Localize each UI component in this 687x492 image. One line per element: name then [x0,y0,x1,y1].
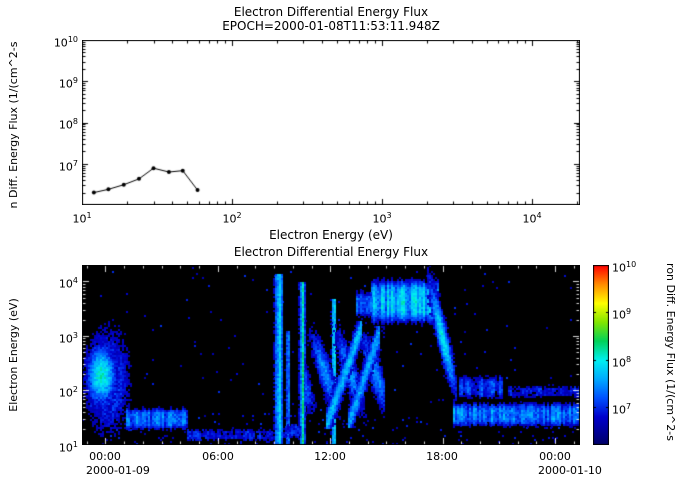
tick-base: 10 [222,212,237,226]
colorbar-tick-1e8: 108 [612,352,652,372]
tick-exp: 2 [236,211,242,220]
tick-base: 10 [58,332,73,346]
tick-base: 10 [58,118,73,132]
bottom-xtick-1200: 12:00 [314,450,346,463]
bottom-y-axis-label: Electron Energy (eV) [7,298,20,412]
tick-exp: 8 [626,355,632,364]
tick-base: 10 [58,386,73,400]
top-plot-canvas [82,40,580,205]
tick-base: 10 [58,77,73,91]
tick-base: 10 [58,441,73,455]
tick-base: 10 [522,212,537,226]
tick-exp: 2 [72,385,78,394]
colorbar-tick-1e10: 1010 [612,257,652,277]
date-label-right: 2000-01-10 [538,464,602,477]
bottom-ytick-1e3: 103 [36,328,78,348]
tick-exp: 3 [386,211,392,220]
colorbar-canvas [593,265,609,445]
top-xtick-1e4: 104 [512,208,552,228]
tick-exp: 1 [86,211,92,220]
bottom-ytick-1e4: 104 [36,273,78,293]
top-x-axis-label: Electron Energy (eV) [269,228,393,242]
colorbar-tick-1e9: 109 [612,304,652,324]
top-ytick-1e10: 1010 [36,32,78,52]
tick-exp: 10 [67,35,78,44]
top-y-axis-label: n Diff. Energy Flux (1/(cm^2-s [7,41,20,209]
tick-base: 10 [372,212,387,226]
colorbar-tick-1e7: 107 [612,399,652,419]
tick-base: 10 [612,356,626,370]
top-chart-subtitle: EPOCH=2000-01-08T11:53:11.948Z [222,19,440,33]
tick-base: 10 [612,261,626,275]
top-xtick-1e2: 102 [212,208,252,228]
top-ytick-1e9: 109 [36,73,78,93]
spectrogram-canvas [82,265,580,445]
bottom-xtick-1800: 18:00 [426,450,458,463]
bottom-xtick-0000b: 00:00 [539,450,571,463]
bottom-chart-title: Electron Differential Energy Flux [233,245,429,259]
date-label-left: 2000-01-09 [86,464,150,477]
tick-exp: 8 [72,117,78,126]
top-chart-title: Electron Differential Energy Flux [233,5,429,19]
bottom-ytick-1e1: 101 [36,437,78,457]
top-xtick-1e1: 101 [62,208,102,228]
tick-exp: 4 [536,211,542,220]
tick-base: 10 [612,308,626,322]
top-ytick-1e8: 108 [36,114,78,134]
tick-base: 10 [58,277,73,291]
top-ytick-1e7: 107 [36,156,78,176]
colorbar-axis-label: ron Diff. Energy Flux (1/(cm^2-s [664,263,677,441]
tick-base: 10 [612,403,626,417]
top-xtick-1e3: 103 [362,208,402,228]
bottom-xtick-0000a: 00:00 [89,450,121,463]
tick-base: 10 [53,36,68,50]
tick-exp: 10 [626,260,637,269]
tick-exp: 7 [72,159,78,168]
tick-exp: 1 [72,440,78,449]
tick-exp: 3 [72,331,78,340]
tick-base: 10 [72,212,87,226]
tick-exp: 4 [72,276,78,285]
tick-exp: 9 [626,307,632,316]
tick-base: 10 [58,160,73,174]
tick-exp: 7 [626,402,632,411]
bottom-ytick-1e2: 102 [36,382,78,402]
tick-exp: 9 [72,76,78,85]
bottom-xtick-0600: 06:00 [202,450,234,463]
